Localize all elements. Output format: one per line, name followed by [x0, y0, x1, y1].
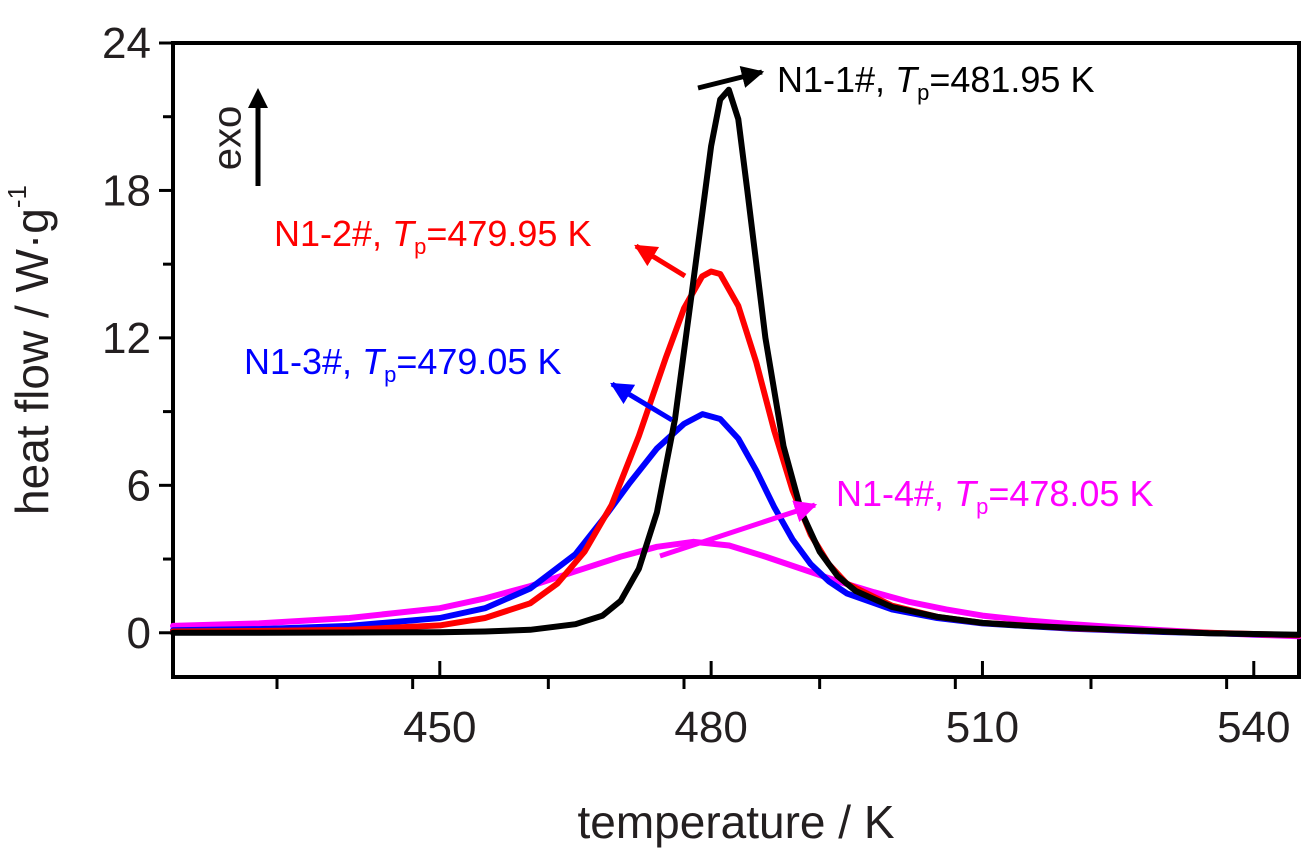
peak-label-tp-0: T	[895, 59, 920, 100]
x-tick-label-3: 540	[1217, 703, 1290, 752]
peak-label-3: N1-4#, Tp=478.05 K	[836, 473, 1153, 519]
peak-label-value-2: =479.05 K	[396, 341, 561, 382]
peak-label-2: N1-3#, Tp=479.05 K	[244, 341, 561, 387]
exo-label: exo	[206, 106, 250, 171]
peak-label-tp-2: T	[362, 341, 387, 382]
peak-label-tp-1: T	[392, 213, 417, 254]
y-tick-label-4: 24	[102, 19, 151, 68]
series-line-3	[170, 538, 1301, 640]
tick-labels: 450 480 510 540 0 6 12 18 24	[102, 19, 1290, 752]
y-tick-label-2: 12	[102, 314, 151, 363]
peak-label-tp-sub-1: p	[414, 234, 426, 259]
peak-label-value-0: =481.95 K	[929, 59, 1094, 100]
peak-label-tp-sub-0: p	[917, 80, 929, 105]
exo-indicator: exo	[206, 88, 268, 186]
peak-label-1: N1-2#, Tp=479.95 K	[274, 213, 591, 259]
x-tick-label-2: 510	[946, 703, 1019, 752]
peak-arrow-icon-2	[610, 381, 674, 423]
peak-label-name-3: N1-4#,	[836, 473, 954, 514]
axis-ticks	[159, 41, 1256, 689]
peak-label-0: N1-1#, Tp=481.95 K	[777, 59, 1094, 105]
peak-annotations: N1-1#, Tp=481.95 KN1-2#, Tp=479.95 KN1-3…	[244, 59, 1153, 559]
series-line-0	[170, 86, 1301, 638]
series-lines	[170, 86, 1301, 640]
peak-label-name-0: N1-1#,	[777, 59, 895, 100]
series-line-1	[170, 268, 1301, 639]
y-axis-title-sup: -1	[2, 185, 32, 208]
y-tick-label-1: 6	[127, 461, 151, 510]
peak-label-value-1: =479.95 K	[426, 213, 591, 254]
x-tick-label-0: 450	[403, 703, 476, 752]
peak-arrow-icon-3	[659, 500, 818, 559]
peak-label-tp-sub-3: p	[976, 494, 988, 519]
peak-label-tp-3: T	[954, 473, 979, 514]
x-tick-label-1: 480	[674, 703, 747, 752]
series-line-2	[170, 411, 1301, 639]
svg-text:heat flow / W·g-1: heat flow / W·g-1	[2, 185, 58, 515]
peak-label-name-2: N1-3#,	[244, 341, 362, 382]
y-tick-label-0: 0	[127, 609, 151, 658]
peak-label-value-3: =478.05 K	[988, 473, 1153, 514]
y-tick-label-3: 18	[102, 166, 151, 215]
y-axis-title-main: heat flow / W·g	[6, 208, 58, 515]
x-axis-title: temperature / K	[577, 796, 894, 848]
peak-arrow-icon-1	[634, 243, 687, 279]
exo-arrowhead-icon	[248, 88, 268, 108]
plot-area-frame	[171, 41, 1301, 679]
peak-label-name-1: N1-2#,	[274, 213, 392, 254]
peak-label-tp-sub-2: p	[384, 362, 396, 387]
peak-arrow-icon-0	[697, 65, 765, 91]
y-axis-title: heat flow / W·g-1	[2, 185, 58, 515]
